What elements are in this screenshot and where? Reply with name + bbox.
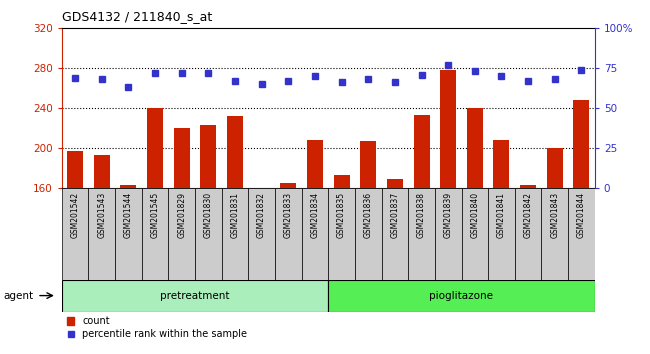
Text: GSM201542: GSM201542	[71, 192, 79, 238]
Text: GSM201836: GSM201836	[364, 192, 372, 238]
Bar	[328, 280, 595, 312]
Bar	[200, 125, 216, 188]
Legend: count, percentile rank within the sample: count, percentile rank within the sample	[66, 316, 247, 339]
Bar	[568, 188, 595, 280]
Bar	[174, 128, 190, 188]
Bar	[408, 188, 435, 280]
Text: GSM201842: GSM201842	[524, 192, 532, 238]
Bar	[115, 188, 142, 280]
Bar	[360, 141, 376, 188]
Bar	[280, 183, 296, 188]
Text: GSM201834: GSM201834	[311, 192, 319, 238]
Bar	[440, 70, 456, 188]
Bar	[493, 140, 510, 188]
Text: GSM201830: GSM201830	[204, 192, 213, 238]
Bar	[62, 280, 328, 312]
Bar	[120, 185, 136, 188]
Bar	[248, 188, 275, 280]
Bar	[435, 188, 462, 280]
Text: GSM201829: GSM201829	[177, 192, 186, 238]
Text: GSM201843: GSM201843	[551, 192, 559, 238]
Bar	[94, 155, 110, 188]
Bar	[275, 188, 302, 280]
Bar	[573, 100, 590, 188]
Bar	[328, 188, 355, 280]
Text: GDS4132 / 211840_s_at: GDS4132 / 211840_s_at	[62, 10, 212, 23]
Bar	[62, 188, 88, 280]
Text: GSM201831: GSM201831	[231, 192, 239, 238]
Bar	[333, 175, 350, 188]
Text: pioglitazone: pioglitazone	[430, 291, 493, 301]
Text: GSM201844: GSM201844	[577, 192, 586, 238]
Text: GSM201837: GSM201837	[391, 192, 399, 238]
Bar	[355, 188, 382, 280]
Text: GSM201832: GSM201832	[257, 192, 266, 238]
Bar	[520, 185, 536, 188]
Bar	[387, 179, 403, 188]
Text: GSM201838: GSM201838	[417, 192, 426, 238]
Bar	[382, 188, 408, 280]
Text: GSM201835: GSM201835	[337, 192, 346, 238]
Bar	[67, 151, 83, 188]
Bar	[515, 188, 541, 280]
Text: agent: agent	[3, 291, 33, 301]
Bar	[147, 108, 163, 188]
Text: GSM201839: GSM201839	[444, 192, 452, 238]
Bar	[541, 188, 568, 280]
Bar	[467, 108, 483, 188]
Bar	[302, 188, 328, 280]
Bar	[307, 140, 323, 188]
Text: GSM201833: GSM201833	[284, 192, 292, 238]
Text: GSM201840: GSM201840	[471, 192, 479, 238]
Text: pretreatment: pretreatment	[161, 291, 229, 301]
Bar	[547, 148, 563, 188]
Text: GSM201544: GSM201544	[124, 192, 133, 239]
Bar	[168, 188, 195, 280]
Bar	[88, 188, 115, 280]
Bar	[462, 188, 488, 280]
Text: GSM201543: GSM201543	[98, 192, 106, 239]
Bar	[195, 188, 222, 280]
Text: GSM201545: GSM201545	[151, 192, 159, 239]
Bar	[227, 116, 243, 188]
Bar	[488, 188, 515, 280]
Bar	[142, 188, 168, 280]
Text: GSM201841: GSM201841	[497, 192, 506, 238]
Bar	[222, 188, 248, 280]
Bar	[413, 115, 430, 188]
